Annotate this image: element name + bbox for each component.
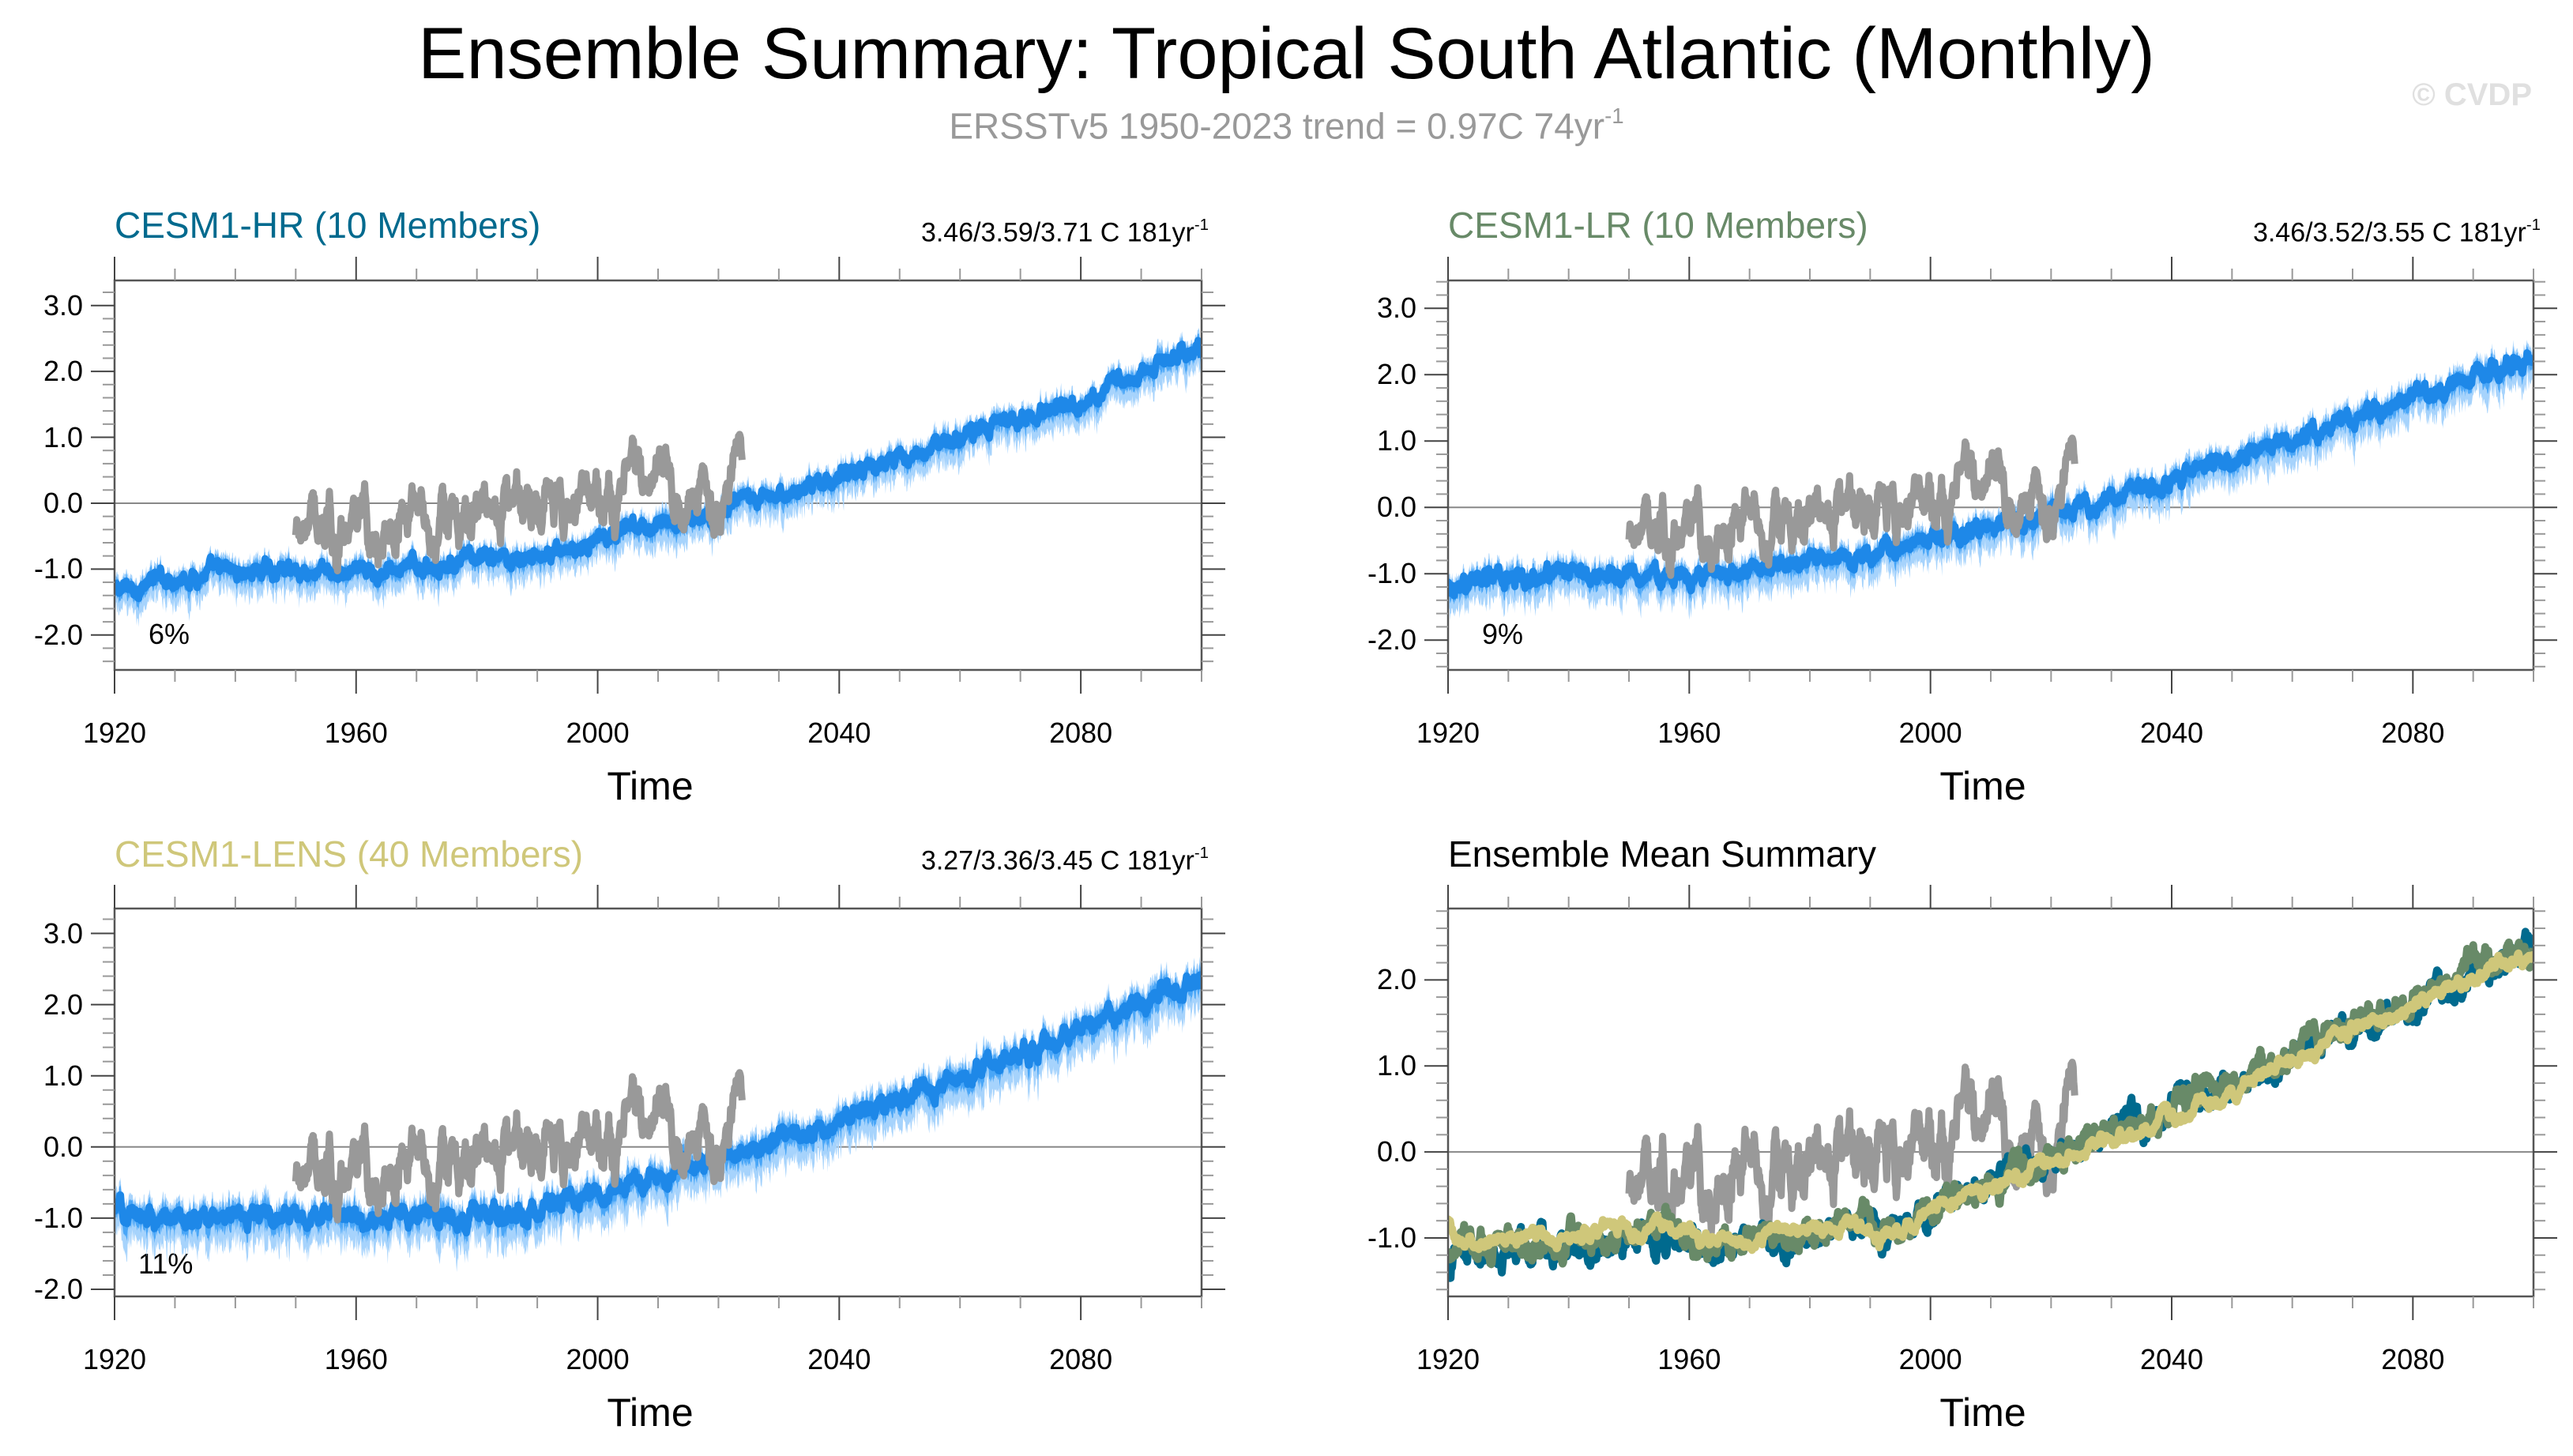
- x-tick-label: 2040: [807, 1343, 871, 1375]
- series-group: [1448, 340, 2534, 621]
- series-group: [115, 956, 1202, 1273]
- ensemble-mean-line-lens: [1448, 949, 2534, 1255]
- observations-line-ersstv5: [292, 431, 746, 574]
- x-tick-label: 2040: [807, 717, 871, 749]
- observations-line-ersstv5: [292, 1069, 746, 1224]
- x-tick-label: 1920: [82, 717, 147, 749]
- panel-hr: [91, 257, 1225, 694]
- percent-label-lens: 11%: [138, 1247, 194, 1280]
- x-tick-label: 2000: [1898, 1343, 1962, 1375]
- panel-lr: [1424, 257, 2557, 694]
- x-tick-label: 1920: [1416, 1343, 1480, 1375]
- percent-label-hr: 6%: [149, 618, 190, 650]
- x-tick-label: 1960: [1657, 1343, 1721, 1375]
- subtitle-superscript: -1: [1604, 103, 1624, 128]
- y-tick-label: 0.0: [43, 486, 83, 519]
- panel-title-lens: CESM1-LENS (40 Members): [115, 833, 584, 875]
- y-tick-label: -2.0: [33, 1272, 83, 1305]
- ensemble-spread-band: [115, 956, 1202, 1273]
- y-tick-label: 1.0: [43, 1059, 83, 1092]
- panel-title-mean: Ensemble Mean Summary: [1448, 833, 1876, 875]
- y-tick-label: 1.0: [1376, 424, 1416, 457]
- trend-superscript: -1: [1194, 845, 1209, 862]
- trend-label-hr: 3.46/3.59/3.71 C 181yr-1: [921, 217, 1209, 246]
- panel-title-hr: CESM1-HR (10 Members): [115, 205, 541, 246]
- x-tick-label: 1920: [1416, 717, 1480, 749]
- panel-mean: [1424, 885, 2557, 1320]
- y-tick-label: 0.0: [1376, 1135, 1416, 1168]
- x-axis-label: Time: [1939, 764, 2026, 808]
- panel-title-lr: CESM1-LR (10 Members): [1448, 205, 1868, 246]
- x-tick-label: 1960: [324, 1343, 388, 1375]
- x-axis-label: Time: [1939, 1390, 2026, 1435]
- y-tick-label: 3.0: [1376, 292, 1416, 325]
- y-tick-label: -1.0: [33, 1201, 83, 1234]
- y-tick-label: 3.0: [43, 916, 83, 950]
- x-tick-label: 2080: [1049, 1343, 1113, 1375]
- y-tick-label: 0.0: [1376, 491, 1416, 524]
- x-tick-label: 2080: [2381, 1343, 2445, 1375]
- y-tick-label: 1.0: [1376, 1049, 1416, 1082]
- ensemble-interquartile-band: [1448, 344, 2534, 605]
- subtitle-text: ERSSTv5 1950-2023 trend = 0.97C 74yr: [949, 105, 1605, 147]
- x-tick-label: 2040: [2139, 1343, 2204, 1375]
- figure-title: Ensemble Summary: Tropical South Atlanti…: [418, 13, 2155, 94]
- trend-value: 3.46/3.52/3.55 C 181yr: [2252, 217, 2526, 248]
- trend-label-lr: 3.46/3.52/3.55 C 181yr-1: [2253, 217, 2541, 246]
- y-tick-label: -1.0: [33, 552, 83, 585]
- cvdp-watermark: © CVDP: [2412, 77, 2532, 112]
- x-tick-label: 2000: [566, 1343, 630, 1375]
- y-tick-label: 2.0: [43, 988, 83, 1021]
- x-tick-label: 2000: [566, 717, 630, 749]
- ensemble-mean-line: [1448, 349, 2534, 600]
- y-tick-label: 3.0: [43, 288, 83, 322]
- observations-line-ersstv5: [1625, 435, 2078, 579]
- x-tick-label: 2000: [1898, 717, 1962, 749]
- panel-lens: [91, 885, 1225, 1320]
- observations-line-ersstv5: [1625, 1059, 2078, 1244]
- trend-value: 3.46/3.59/3.71 C 181yr: [920, 217, 1194, 248]
- trend-label-lens: 3.27/3.36/3.45 C 181yr-1: [921, 845, 1209, 874]
- trend-superscript: -1: [2526, 216, 2541, 234]
- trend-superscript: -1: [1194, 216, 1209, 234]
- x-tick-label: 2080: [1049, 717, 1113, 749]
- y-tick-label: -2.0: [33, 618, 83, 651]
- y-tick-label: -2.0: [1367, 623, 1416, 657]
- ensemble-mean-line: [115, 337, 1202, 603]
- y-tick-label: -1.0: [1367, 1221, 1416, 1254]
- y-tick-label: 2.0: [1376, 963, 1416, 996]
- y-tick-label: -1.0: [1367, 557, 1416, 590]
- percent-label-lr: 9%: [1482, 618, 1524, 650]
- y-tick-label: 1.0: [43, 420, 83, 453]
- trend-value: 3.27/3.36/3.45 C 181yr: [920, 845, 1194, 876]
- y-tick-label: 2.0: [43, 355, 83, 388]
- x-tick-label: 1920: [82, 1343, 147, 1375]
- series-group: [1448, 927, 2534, 1282]
- ensemble-mean-line: [115, 971, 1202, 1237]
- y-tick-label: 0.0: [43, 1130, 83, 1163]
- x-axis-label: Time: [607, 764, 694, 808]
- x-tick-label: 2080: [2381, 717, 2445, 749]
- x-tick-label: 1960: [324, 717, 388, 749]
- y-tick-label: 2.0: [1376, 358, 1416, 391]
- x-tick-label: 2040: [2139, 717, 2204, 749]
- x-axis-label: Time: [607, 1390, 694, 1435]
- series-group: [115, 327, 1202, 627]
- figure-subtitle: ERSSTv5 1950-2023 trend = 0.97C 74yr-1: [0, 103, 2573, 147]
- x-tick-label: 1960: [1657, 717, 1721, 749]
